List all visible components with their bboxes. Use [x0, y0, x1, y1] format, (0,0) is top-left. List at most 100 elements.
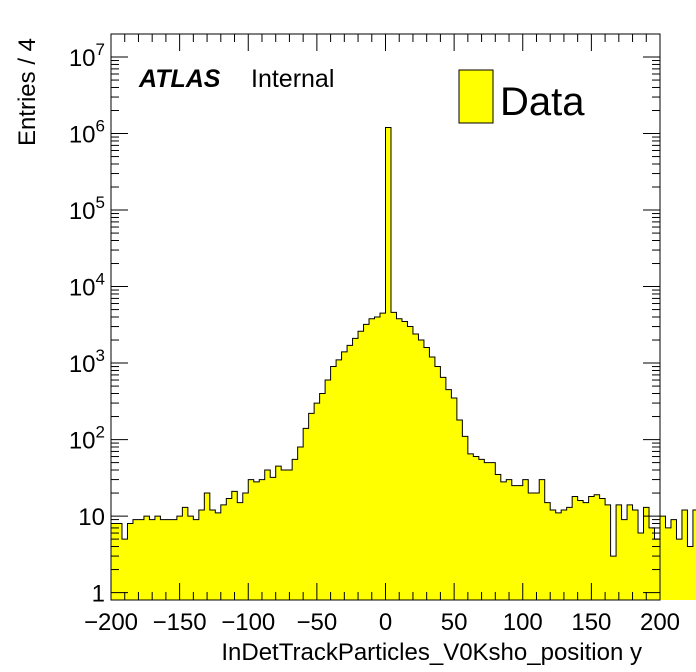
histogram-bar [418, 340, 425, 600]
histogram-bar [473, 456, 480, 600]
histogram-bar [193, 519, 200, 600]
histogram-bar [319, 393, 326, 600]
x-tick-labels: −200 −150 −100 −50 0 50 100 150 200 [84, 609, 680, 636]
histogram-bar [681, 510, 688, 600]
histogram-bar [308, 413, 315, 600]
y-tick-labels: 1 10 102 103 104 105 106 107 [69, 40, 105, 608]
histogram-bar [462, 436, 469, 600]
histogram-bar [121, 539, 128, 600]
y-tick-label: 104 [69, 270, 105, 302]
histogram-bar [220, 504, 227, 600]
histogram-bar [599, 498, 606, 600]
histogram-bar [314, 403, 321, 600]
internal-label: Internal [251, 65, 334, 93]
histogram-bar [616, 504, 622, 600]
legend-entry-data: Data [500, 80, 585, 124]
histogram-bar [440, 377, 447, 600]
histogram-bar [522, 479, 529, 600]
histogram-bar [264, 470, 271, 600]
atlas-label: ATLAS [138, 65, 221, 93]
histogram-bar [643, 507, 650, 600]
legend: Data [458, 69, 585, 124]
histogram-bar [632, 510, 639, 600]
histogram-bar [204, 493, 211, 600]
histogram-bar [215, 512, 222, 600]
histogram-bar [292, 459, 299, 600]
y-tick-label: 106 [69, 117, 105, 149]
histogram-bar [143, 516, 150, 600]
histogram-bar [467, 453, 474, 600]
histogram-bar [270, 477, 277, 600]
histogram-bar [687, 546, 694, 600]
histogram-bar [572, 496, 579, 600]
y-tick-label: 102 [69, 423, 105, 455]
histogram-outline [111, 126, 696, 557]
histogram-bar [423, 347, 430, 600]
histogram-bar [242, 493, 249, 600]
histogram-bar [358, 331, 364, 600]
histogram-bar [363, 324, 370, 600]
x-tick-label: 0 [379, 609, 392, 636]
x-tick-label: 50 [441, 609, 468, 636]
histogram-bar [154, 516, 161, 600]
histogram-bar [116, 523, 123, 600]
histogram-bar [429, 357, 436, 600]
histogram-bar [330, 366, 337, 600]
x-tick-label: −150 [153, 609, 207, 636]
histogram-bar [489, 462, 496, 600]
histogram-bar [380, 313, 386, 600]
y-tick-label: 107 [69, 40, 105, 72]
histogram-bar [566, 507, 573, 600]
histogram-bar [132, 519, 139, 600]
x-tick-label: −100 [221, 609, 275, 636]
y-axis-label: Entries / 4 [14, 38, 41, 146]
histogram-bar [478, 459, 485, 600]
histogram-bar [325, 380, 331, 600]
histogram-bar [138, 519, 145, 600]
histogram-bar [253, 481, 260, 600]
histogram-bar [385, 127, 392, 600]
histogram-bar [347, 345, 353, 600]
histogram-bar [528, 493, 535, 600]
histogram-bar [231, 491, 238, 600]
histogram-bar [407, 326, 414, 600]
histogram-bar [577, 500, 584, 600]
x-tick-label: −200 [84, 609, 138, 636]
histogram-bar [445, 389, 452, 600]
histogram-bar [544, 502, 551, 600]
histogram-bar [605, 504, 611, 600]
histogram-bar [517, 485, 524, 600]
histogram-bar [336, 359, 342, 600]
histogram-bar [627, 504, 633, 600]
x-tick-label: 100 [503, 609, 543, 636]
histogram-bar [171, 519, 178, 600]
histogram-bar [649, 527, 655, 600]
y-tick-label: 10 [78, 504, 105, 531]
histogram-bar [621, 519, 628, 600]
histogram-bar [610, 556, 617, 600]
histogram-bar [275, 466, 282, 600]
x-axis-label: InDetTrackParticles_V0Ksho_position y [221, 639, 642, 666]
histogram-bar [412, 333, 419, 600]
y-tick-label: 1 [92, 581, 105, 608]
histogram-bar [660, 516, 666, 600]
histogram-bar [511, 485, 518, 600]
histogram-bar [369, 318, 375, 600]
histogram-bar [533, 493, 540, 600]
histogram-bar [182, 507, 189, 600]
histogram-bar [149, 519, 156, 600]
histogram-bar [539, 479, 546, 600]
histogram-bar [176, 516, 183, 600]
legend-swatch [458, 69, 494, 124]
histogram-bar [500, 481, 507, 600]
histogram-bar [209, 510, 216, 600]
histogram-bar [187, 516, 194, 600]
histogram-bar [341, 351, 348, 600]
histogram-bar [281, 470, 288, 600]
histogram-bar [396, 318, 403, 600]
histogram-bar [434, 366, 441, 600]
histogram-bar [237, 502, 244, 600]
histogram-bar [676, 539, 683, 600]
histogram-bar [506, 479, 513, 600]
